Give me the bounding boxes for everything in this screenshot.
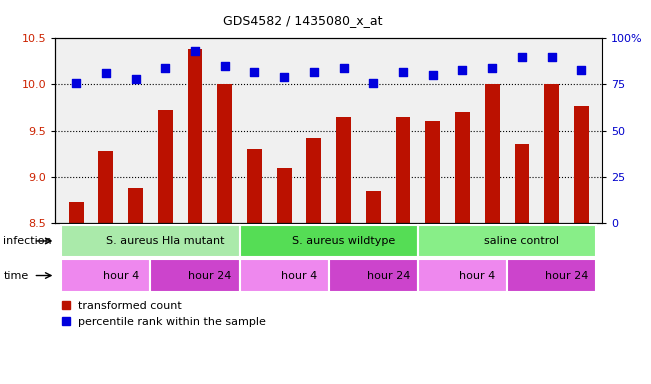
Point <box>130 76 141 82</box>
Bar <box>396 117 411 223</box>
Point <box>309 68 319 74</box>
Bar <box>544 84 559 223</box>
Bar <box>158 110 173 223</box>
Bar <box>61 259 150 292</box>
Bar <box>98 151 113 223</box>
Bar <box>574 106 589 223</box>
Point <box>101 70 111 76</box>
Bar <box>69 202 83 223</box>
Bar <box>507 259 596 292</box>
Text: infection: infection <box>3 236 52 246</box>
Bar <box>455 112 470 223</box>
Point <box>249 68 260 74</box>
Bar <box>217 84 232 223</box>
Text: hour 24: hour 24 <box>545 270 589 281</box>
Bar <box>187 50 202 223</box>
Bar <box>425 121 440 223</box>
Point <box>71 79 81 86</box>
Bar <box>336 117 351 223</box>
Point <box>398 68 408 74</box>
Point <box>160 65 171 71</box>
Point <box>576 67 587 73</box>
Text: hour 4: hour 4 <box>459 270 495 281</box>
Bar <box>240 259 329 292</box>
Bar <box>128 188 143 223</box>
Bar <box>150 259 240 292</box>
Point <box>428 72 438 78</box>
Point <box>457 67 467 73</box>
Bar <box>329 259 418 292</box>
Bar <box>418 259 507 292</box>
Text: hour 24: hour 24 <box>188 270 232 281</box>
Text: hour 4: hour 4 <box>103 270 139 281</box>
Bar <box>307 138 322 223</box>
Text: time: time <box>3 270 29 281</box>
Text: GDS4582 / 1435080_x_at: GDS4582 / 1435080_x_at <box>223 14 383 27</box>
Point <box>487 65 497 71</box>
Point <box>339 65 349 71</box>
Bar <box>247 149 262 223</box>
Bar <box>240 225 418 257</box>
Bar <box>514 144 529 223</box>
Text: S. aureus Hla mutant: S. aureus Hla mutant <box>106 236 225 246</box>
Text: S. aureus wildtype: S. aureus wildtype <box>292 236 395 246</box>
Bar <box>61 225 240 257</box>
Point <box>190 48 201 55</box>
Point <box>219 63 230 69</box>
Point <box>279 74 290 80</box>
Bar <box>485 84 500 223</box>
Text: hour 4: hour 4 <box>281 270 317 281</box>
Point <box>546 54 557 60</box>
Text: hour 24: hour 24 <box>367 270 410 281</box>
Point <box>368 79 378 86</box>
Bar <box>366 191 381 223</box>
Text: saline control: saline control <box>484 236 559 246</box>
Bar <box>418 225 596 257</box>
Legend: transformed count, percentile rank within the sample: transformed count, percentile rank withi… <box>61 301 266 327</box>
Bar <box>277 168 292 223</box>
Point <box>517 54 527 60</box>
